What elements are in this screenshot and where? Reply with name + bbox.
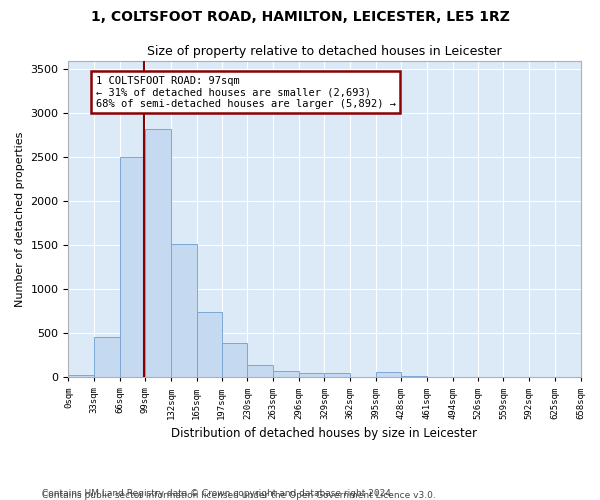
Y-axis label: Number of detached properties: Number of detached properties: [15, 132, 25, 306]
Bar: [401, 376, 427, 378]
Text: 1 COLTSFOOT ROAD: 97sqm
← 31% of detached houses are smaller (2,693)
68% of semi: 1 COLTSFOOT ROAD: 97sqm ← 31% of detache…: [95, 76, 395, 108]
Bar: [94, 337, 120, 378]
Bar: [120, 158, 145, 378]
Bar: [145, 129, 171, 378]
Text: Contains public sector information licensed under the Open Government Licence v3: Contains public sector information licen…: [42, 491, 436, 500]
Bar: [376, 372, 401, 378]
Bar: [247, 365, 273, 378]
Bar: [68, 374, 94, 378]
Title: Size of property relative to detached houses in Leicester: Size of property relative to detached ho…: [147, 45, 502, 58]
Bar: [273, 371, 299, 378]
Bar: [222, 343, 247, 378]
X-axis label: Distribution of detached houses by size in Leicester: Distribution of detached houses by size …: [172, 427, 478, 440]
Bar: [299, 372, 325, 378]
Bar: [171, 244, 197, 378]
Bar: [197, 312, 222, 378]
Text: 1, COLTSFOOT ROAD, HAMILTON, LEICESTER, LE5 1RZ: 1, COLTSFOOT ROAD, HAMILTON, LEICESTER, …: [91, 10, 509, 24]
Bar: [325, 372, 350, 378]
Text: Contains HM Land Registry data © Crown copyright and database right 2024.: Contains HM Land Registry data © Crown c…: [42, 488, 394, 498]
